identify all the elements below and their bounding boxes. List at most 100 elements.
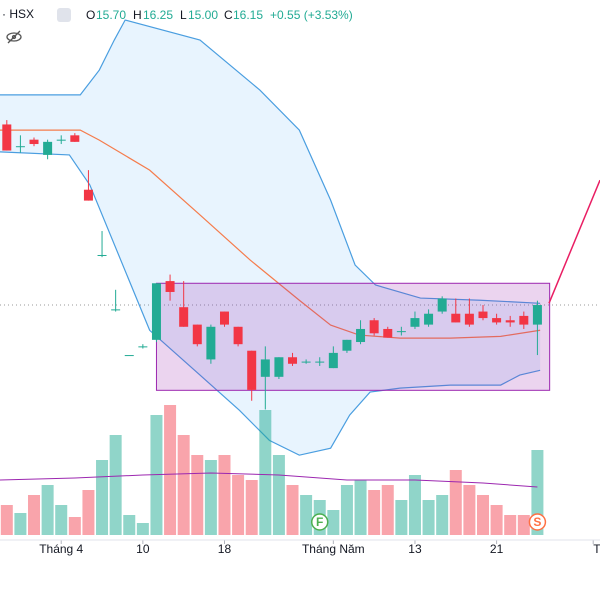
candle-body	[138, 346, 148, 348]
volume-bar	[136, 523, 149, 535]
volume-bar	[123, 515, 136, 535]
change: +0.55 (+3.53%)	[270, 8, 353, 22]
volume-bar	[245, 480, 258, 535]
event-label: F	[316, 515, 323, 529]
h-label: H	[133, 8, 142, 22]
volume-bar	[41, 485, 54, 535]
volume-bar	[300, 495, 313, 535]
volume-bar	[218, 455, 231, 535]
candle-body	[383, 328, 393, 338]
volume-bar	[14, 513, 27, 535]
c-label: C	[224, 8, 233, 22]
candle-body	[437, 298, 447, 312]
toggle-icon[interactable]	[57, 8, 71, 22]
candle-body	[29, 139, 39, 145]
candle-body	[492, 318, 502, 323]
x-tick-label: 13	[408, 542, 422, 556]
event-marker	[528, 513, 547, 531]
volume-bar	[436, 495, 449, 535]
candle-body	[111, 309, 121, 311]
candle-body	[505, 320, 515, 323]
candle-body	[478, 311, 488, 319]
candle-body	[179, 307, 189, 327]
volume-bar	[381, 485, 394, 535]
volume-bar	[449, 470, 462, 535]
c-value: 16.15	[233, 8, 263, 22]
candle-body	[451, 313, 461, 323]
candle-body	[247, 350, 257, 390]
volume-bar	[0, 505, 13, 535]
candle-body	[369, 320, 379, 334]
candle-body	[233, 326, 243, 345]
candle-body	[151, 283, 161, 340]
volume-bar	[109, 435, 122, 535]
candle-body	[260, 359, 270, 377]
event-marker	[310, 513, 329, 531]
o-value: 15.70	[96, 8, 126, 22]
volume-bar	[531, 450, 544, 535]
candle-body	[206, 326, 216, 360]
volume-bar	[395, 500, 408, 535]
candle-body	[464, 313, 474, 325]
moving-average	[0, 129, 541, 339]
plot: F S Tháng 4 10 18 Tháng Năm 13 21 Thá	[0, 19, 600, 556]
volume-bar	[177, 435, 190, 535]
o-label: O	[86, 8, 95, 22]
band-fill	[0, 20, 541, 456]
range-rectangle	[155, 282, 551, 391]
candle-body	[43, 141, 53, 155]
volume-bar	[68, 517, 81, 535]
volume-bar	[327, 510, 340, 535]
x-tick-label: 18	[218, 542, 232, 556]
band-line	[0, 151, 541, 456]
candle-body	[342, 339, 352, 351]
candle-body	[532, 305, 542, 325]
volume-bar	[354, 480, 367, 535]
x-tick-label: 10	[136, 542, 150, 556]
candle-body	[424, 313, 434, 325]
x-tick-label: Thá	[593, 542, 600, 556]
candle-body	[301, 361, 311, 363]
x-tick-label: Tháng 4	[39, 542, 83, 556]
volume-bar	[28, 495, 41, 535]
candle-body	[288, 357, 298, 364]
volume-bar	[55, 505, 68, 535]
candle-body	[219, 311, 229, 325]
volume-bar	[82, 490, 95, 535]
candle-body	[410, 318, 420, 327]
volume-bar	[96, 460, 109, 535]
volume-bar	[490, 505, 503, 535]
symbol: · HSX	[2, 7, 34, 21]
candle-body	[15, 146, 25, 148]
candle-body	[2, 124, 12, 151]
x-tick-label: 21	[490, 542, 504, 556]
volume-ma	[0, 472, 538, 488]
candle-body	[274, 357, 284, 377]
l-value: 15.00	[188, 8, 218, 22]
candle-body	[165, 281, 175, 292]
volume-bar	[517, 515, 530, 535]
volume-bar	[340, 485, 353, 535]
volume-bar	[368, 490, 381, 535]
volume-bar	[504, 515, 517, 535]
visibility-icon[interactable]	[6, 30, 22, 44]
candle-body	[124, 355, 134, 357]
volume-bar	[259, 410, 272, 535]
candle-body	[396, 331, 406, 333]
volume-bar	[476, 495, 489, 535]
volume-bar	[191, 455, 204, 535]
band-line	[0, 19, 541, 304]
volume-bar	[272, 455, 285, 535]
candle-body	[192, 324, 202, 345]
projection-line	[548, 179, 600, 304]
volume-bar	[204, 460, 217, 535]
candle-body	[97, 254, 107, 256]
volume-bar	[232, 475, 245, 535]
volume-bar	[408, 475, 421, 535]
candle-body	[356, 328, 366, 343]
candle-body	[315, 361, 325, 363]
volume-bar	[286, 485, 299, 535]
volume-bar	[164, 405, 177, 535]
x-tick-label: Tháng Năm	[302, 542, 365, 556]
